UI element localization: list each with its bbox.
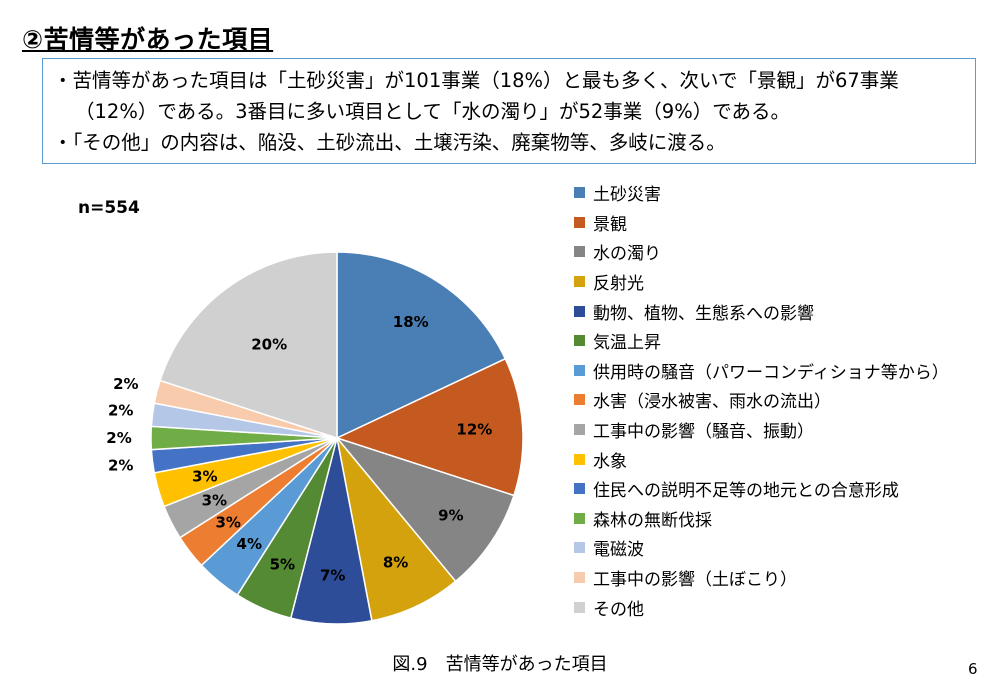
slice-label-5: 7% [320, 567, 345, 585]
legend-item-9: 工事中の影響（騒音、振動） [574, 415, 994, 445]
legend-label: 住民への説明不足等の地元との合意形成 [593, 481, 899, 502]
slice-label-13: 2% [108, 402, 133, 420]
legend-item-12: 森林の無断伐採 [574, 504, 994, 534]
legend-item-10: 水象 [574, 444, 994, 474]
legend-item-3: 水の濁り [574, 237, 994, 267]
legend-label: その他 [593, 599, 644, 620]
slice-label-1: 18% [393, 313, 429, 331]
legend-label: 反射光 [593, 274, 644, 295]
legend-item-11: 住民への説明不足等の地元との合意形成 [574, 474, 994, 504]
slice-label-9: 3% [202, 491, 227, 509]
pie-slice-4 [336, 437, 457, 622]
legend-swatch [574, 601, 585, 613]
slice-label-3: 9% [438, 506, 463, 524]
slice-label-15: 20% [251, 336, 287, 354]
legend-item-1: 土砂災害 [574, 178, 994, 208]
legend-label: 土砂災害 [593, 185, 661, 206]
legend-swatch [574, 364, 585, 376]
legend-label: 森林の無断伐採 [593, 510, 712, 531]
slice-label-6: 5% [270, 555, 295, 573]
legend-swatch [574, 187, 585, 199]
legend-swatch [574, 305, 585, 317]
pie-slice-2 [334, 357, 524, 497]
legend-item-13: 電磁波 [574, 533, 994, 563]
page-number: 6 [968, 660, 978, 678]
legend-item-8: 水害（浸水被害、雨水の流出） [574, 385, 994, 415]
legend-item-6: 気温上昇 [574, 326, 994, 356]
sample-size-label: n=554 [78, 198, 140, 218]
pie-slice-3 [334, 436, 515, 583]
slice-label-8: 3% [216, 513, 241, 531]
legend-label: 電磁波 [593, 540, 644, 561]
legend-label: 工事中の影響（騒音、振動） [593, 422, 814, 443]
legend-item-15: その他 [574, 592, 994, 622]
summary-line-2: ・「その他」の内容は、陥没、土砂流出、土壌汚染、廃棄物等、多岐に渡る。 [53, 131, 726, 154]
legend-item-14: 工事中の影響（土ぼこり） [574, 563, 994, 593]
legend-label: 水害（浸水被害、雨水の流出） [593, 392, 831, 413]
legend-swatch [574, 542, 585, 554]
legend-swatch [574, 335, 585, 347]
legend-label: 気温上昇 [593, 333, 661, 354]
page-title: ②苦情等があった項目 [22, 25, 274, 54]
legend-swatch [574, 216, 585, 228]
legend-swatch [574, 483, 585, 495]
legend-item-5: 動物、植物、生態系への影響 [574, 296, 994, 326]
legend-label: 水象 [593, 451, 627, 472]
legend-label: 景観 [593, 214, 627, 235]
legend-item-7: 供用時の騒音（パワーコンディショナ等から） [574, 356, 994, 386]
legend-label: 供用時の騒音（パワーコンディショナ等から） [593, 362, 949, 383]
legend-item-4: 反射光 [574, 267, 994, 297]
summary-box: ・苦情等があった項目は「土砂災害」が101事業（18%）と最も多く、次いで「景観… [42, 58, 976, 164]
pie-chart: n=554 18% 12% 9% 8% 7% 5% 4% 3% 3% 3% 2% 2% 2% 2% 20% [78, 198, 524, 625]
legend-swatch [574, 246, 585, 258]
slice-label-11: 2% [108, 456, 133, 474]
summary-line-1: ・苦情等があった項目は「土砂災害」が101事業（18%）と最も多く、次いで「景観… [53, 69, 899, 123]
figure-caption: 図.9 苦情等があった項目 [392, 654, 608, 675]
legend-item-2: 景観 [574, 208, 994, 238]
pie-slice-1 [336, 251, 507, 440]
slice-label-4: 8% [383, 554, 408, 572]
legend-swatch [574, 572, 585, 584]
slice-label-2: 12% [456, 420, 492, 438]
pie-slice-15 [159, 251, 338, 440]
pie-chart-area: n=554 18% 12% 9% 8% 7% 5% 4% 3% 3% 3% 2% 2% 2% 2% 20% [0, 170, 1000, 640]
legend-swatch [574, 394, 585, 406]
legend-swatch [574, 453, 585, 465]
slice-label-7: 4% [237, 535, 262, 553]
slice-label-10: 3% [192, 467, 217, 485]
legend-label: 工事中の影響（土ぼこり） [593, 570, 797, 591]
legend-swatch [574, 424, 585, 436]
chart-legend: 土砂災害景観水の濁り反射光動物、植物、生態系への影響 気温上昇供用時の騒音（パワー… [574, 178, 994, 622]
legend-swatch [574, 276, 585, 288]
legend-swatch [574, 512, 585, 524]
slice-label-12: 2% [106, 429, 131, 447]
legend-label: 動物、植物、生態系への影響 [593, 303, 814, 324]
slice-label-14: 2% [113, 375, 138, 393]
legend-label: 水の濁り [593, 244, 661, 265]
